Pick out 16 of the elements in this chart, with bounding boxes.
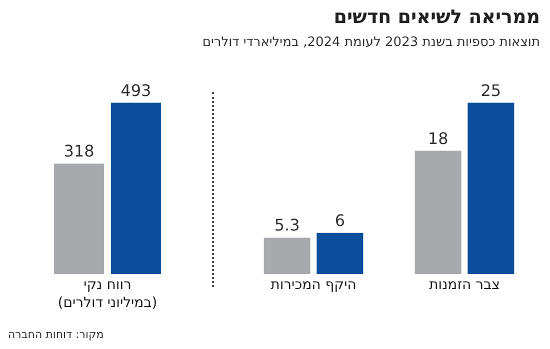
data-label: 25 [480,80,502,100]
bar [264,238,310,274]
text: תוצאות כספיות בשנת 2023 לעומת 2024, במיליארדי דולרים [202,35,540,50]
bar [468,102,514,274]
text: מקור: דוחות החברה [8,328,104,341]
bar [316,232,364,274]
x-tick-label: היקף המכירות [270,277,356,293]
text: ממריאה לשיאים חדשים [334,6,540,28]
bar [414,150,462,274]
data-label: 5.3 [274,216,300,235]
data-label: 18 [428,128,448,148]
data-label: 493 [120,80,152,100]
data-label: 318 [64,142,94,161]
data-label: 6 [334,210,346,230]
x-tick-label: צבר הזמנות [429,277,500,293]
x-tick-label: רווח נקי (במיליוני דולרים) [58,277,158,312]
